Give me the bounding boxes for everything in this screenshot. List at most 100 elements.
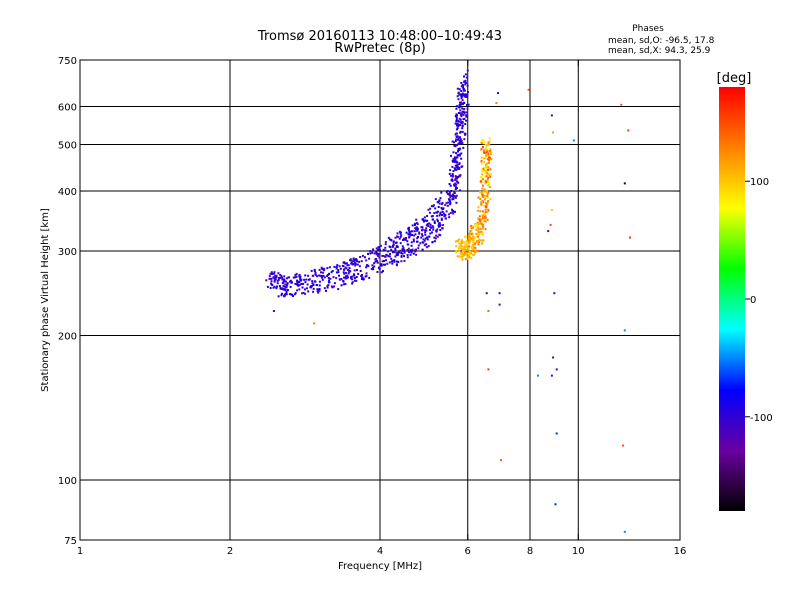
o-mode-point <box>290 281 293 284</box>
o-mode-point <box>414 250 417 253</box>
o-mode-point <box>377 253 380 256</box>
x-mode-point <box>483 150 485 153</box>
o-mode-point <box>458 106 461 109</box>
o-mode-point <box>416 229 419 232</box>
o-mode-point <box>426 223 429 226</box>
x-mode-point <box>484 211 487 213</box>
o-mode-point <box>368 276 371 279</box>
x-mode-point <box>474 236 477 239</box>
o-mode-point <box>466 104 468 106</box>
o-mode-point <box>333 265 336 268</box>
x-mode-point <box>490 153 493 155</box>
o-mode-point <box>462 113 465 116</box>
o-mode-point <box>284 286 287 289</box>
o-mode-point <box>439 224 442 227</box>
scatter-point <box>272 310 275 312</box>
o-mode-point <box>378 268 381 271</box>
o-mode-point <box>353 259 356 262</box>
x-mode-point <box>454 240 457 243</box>
o-mode-point <box>374 260 377 263</box>
o-mode-point <box>335 267 338 270</box>
o-mode-point <box>285 291 288 293</box>
scatter-point <box>550 209 553 212</box>
o-mode-point <box>455 166 458 168</box>
x-mode-point <box>477 239 480 242</box>
x-mode-point <box>486 149 489 152</box>
x-mode-point <box>468 245 471 248</box>
o-mode-point <box>459 112 462 115</box>
o-mode-point <box>463 80 466 83</box>
x-mode-point <box>478 215 481 218</box>
o-mode-point <box>403 255 405 258</box>
scatter-point <box>498 292 501 295</box>
o-mode-point <box>433 220 436 223</box>
x-mode-point <box>481 242 484 245</box>
x-mode-point <box>465 235 468 238</box>
o-mode-point <box>351 278 354 281</box>
o-mode-point <box>464 93 467 96</box>
scatter-point <box>495 102 498 105</box>
o-mode-point <box>381 260 384 263</box>
o-mode-point <box>448 190 451 193</box>
o-mode-point <box>318 288 321 290</box>
scatter-point <box>547 230 550 233</box>
o-mode-point <box>390 257 393 260</box>
o-mode-point <box>330 271 333 274</box>
o-mode-point <box>395 252 398 255</box>
o-mode-point <box>302 282 305 285</box>
scatter-point <box>555 432 558 435</box>
o-mode-point <box>396 232 399 235</box>
x-mode-point <box>479 222 482 225</box>
o-mode-point <box>352 262 355 265</box>
o-mode-point <box>452 151 455 154</box>
o-mode-point <box>314 271 317 274</box>
o-mode-point <box>452 209 454 212</box>
scatter-point <box>622 444 625 447</box>
o-mode-point <box>456 167 459 170</box>
o-mode-point <box>314 280 317 283</box>
o-mode-point <box>272 272 275 275</box>
o-mode-point <box>343 261 346 264</box>
o-mode-point <box>344 277 347 280</box>
o-mode-point <box>282 288 285 291</box>
o-mode-point <box>414 224 416 226</box>
o-mode-point <box>276 279 279 282</box>
o-mode-point <box>459 138 462 141</box>
o-mode-point <box>425 243 428 246</box>
o-mode-point <box>406 254 409 256</box>
o-mode-point <box>460 115 463 118</box>
o-mode-point <box>460 90 463 92</box>
x-mode-point <box>481 215 484 218</box>
o-mode-point <box>349 258 352 261</box>
o-mode-point <box>454 122 457 125</box>
o-mode-point <box>462 89 465 92</box>
o-mode-point <box>303 278 306 281</box>
o-mode-point <box>278 285 281 287</box>
scatter-point <box>549 223 552 226</box>
o-mode-point <box>355 279 358 282</box>
o-mode-point <box>459 124 462 127</box>
o-mode-point <box>354 264 357 267</box>
o-mode-point <box>310 269 313 272</box>
o-mode-point <box>270 283 273 286</box>
o-mode-point <box>423 244 426 247</box>
o-mode-point <box>451 174 454 177</box>
x-mode-point <box>463 250 466 253</box>
o-mode-point <box>405 231 408 234</box>
o-mode-point <box>294 276 296 279</box>
y-tick-label: 300 <box>58 247 77 258</box>
o-mode-point <box>429 226 432 229</box>
x-mode-point <box>479 180 482 183</box>
x-mode-point <box>482 201 485 204</box>
x-mode-point <box>471 245 474 248</box>
scatter-point <box>623 182 626 185</box>
o-mode-point <box>348 270 351 273</box>
o-mode-point <box>402 237 405 240</box>
x-mode-point <box>488 174 491 177</box>
x-mode-point <box>461 255 464 258</box>
x-mode-point <box>486 180 489 183</box>
o-mode-point <box>301 286 304 289</box>
x-mode-point <box>483 152 486 154</box>
o-mode-point <box>340 278 343 280</box>
o-mode-point <box>377 266 380 269</box>
